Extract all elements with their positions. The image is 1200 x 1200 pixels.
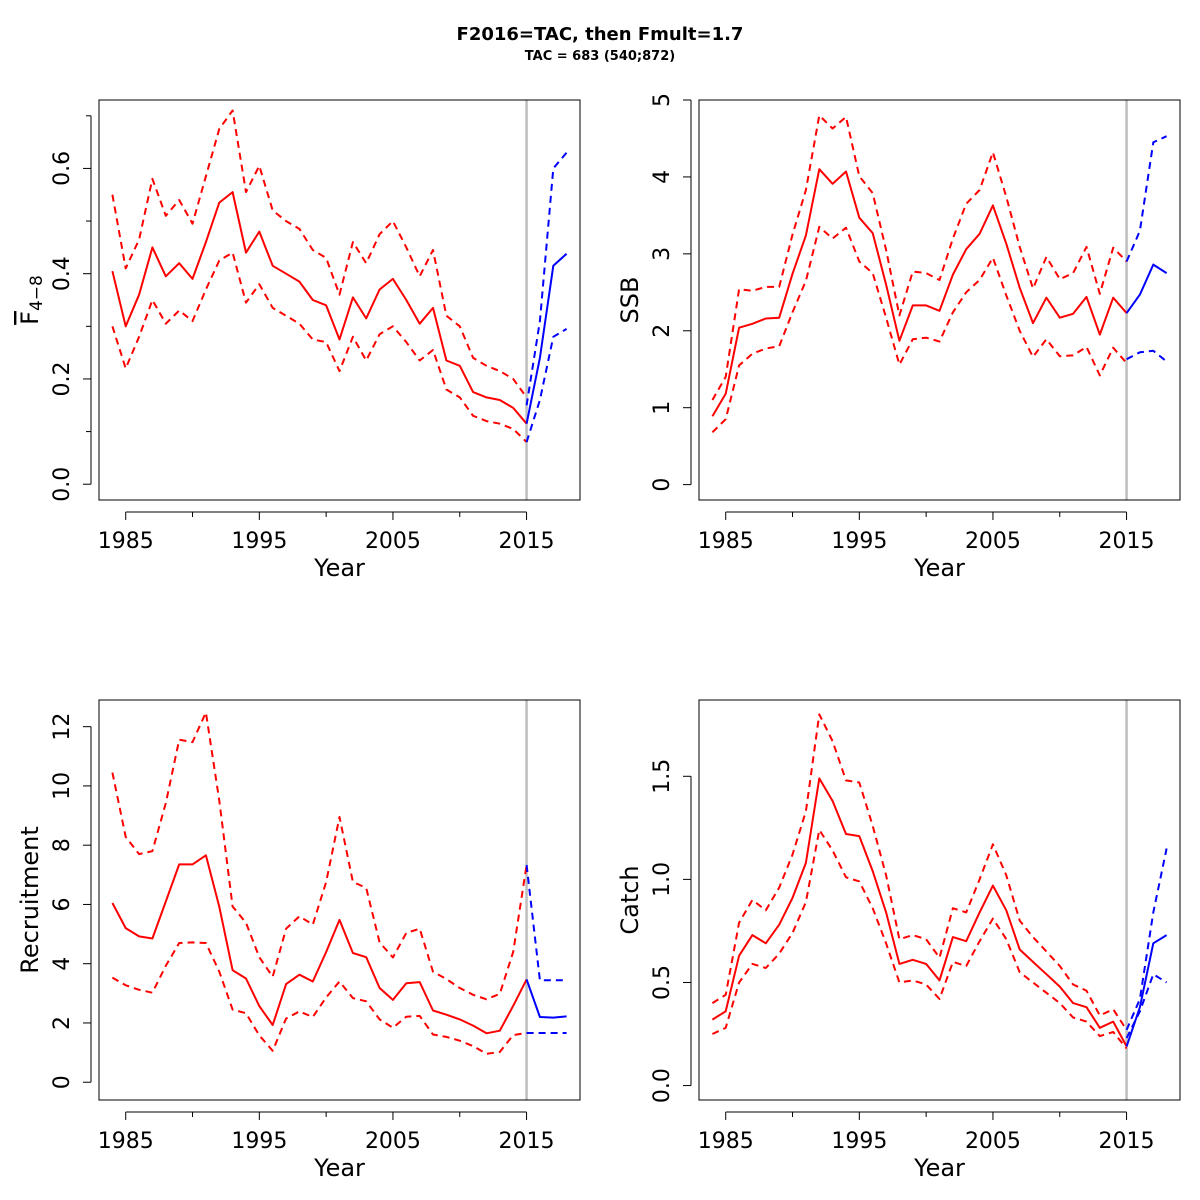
x-tick-label: 1995	[831, 529, 887, 554]
forecast-upper-ci-line	[525, 864, 567, 982]
forecast-estimate-line	[1125, 263, 1168, 314]
x-tick-label: 1995	[231, 1129, 287, 1154]
x-tick-label: 1985	[698, 529, 754, 554]
y-tick-label: 3	[650, 247, 675, 261]
historic-estimate-line	[111, 191, 528, 425]
x-tick-label: 2005	[365, 1129, 421, 1154]
y-axis-label-main: F	[16, 311, 44, 325]
x-tick-label: 1985	[98, 529, 154, 554]
y-tick-label: 0	[50, 1075, 75, 1089]
forecast-upper-ci-line	[1125, 848, 1168, 1031]
ssb-panel: 1985 1995 2005 2015 Year 0 1 2 3 4 5 SSB	[616, 93, 1181, 582]
y-axis-label: F4−8	[16, 275, 47, 325]
plot-frame	[98, 99, 581, 501]
y-tick-label: 1.5	[650, 759, 675, 794]
x-tick-label: 1985	[98, 1129, 154, 1154]
y-axis-label-subscript: 4−8	[27, 275, 47, 311]
x-axis-label: Year	[313, 1154, 365, 1182]
x-tick-label: 2015	[499, 1129, 555, 1154]
y-tick-label: 4	[50, 957, 75, 971]
historic-estimate-line	[711, 168, 1128, 417]
y-tick-label: 6	[50, 897, 75, 911]
y-tick-label: 1	[650, 401, 675, 415]
plot-frame	[698, 99, 1181, 501]
x-tick-label: 1985	[698, 1129, 754, 1154]
y-tick-label: 0.4	[50, 256, 75, 291]
x-tick-label: 2005	[965, 1129, 1021, 1154]
x-tick-label: 2015	[499, 529, 555, 554]
y-tick-label: 2	[50, 1016, 75, 1030]
x-tick-label: 2005	[365, 529, 421, 554]
y-tick-label: 0.2	[50, 361, 75, 396]
y-axis-label: Catch	[616, 865, 644, 934]
figure-subtitle: TAC = 683 (540;872)	[525, 49, 675, 64]
x-tick-label: 1995	[831, 1129, 887, 1154]
plot-frame	[98, 699, 581, 1101]
y-tick-label: 0.5	[650, 965, 675, 1000]
x-axis-label: Year	[913, 554, 965, 582]
y-tick-label: 8	[50, 838, 75, 852]
y-tick-label: 2	[650, 324, 675, 338]
historic-upper-ci-line	[111, 109, 528, 398]
figure-title: F2016=TAC, then Fmult=1.7	[457, 24, 744, 45]
y-tick-label: 0	[650, 478, 675, 492]
x-axis-label: Year	[913, 1154, 965, 1182]
forecast-estimate-line	[1125, 934, 1168, 1047]
y-axis-label: Recruitment	[16, 826, 44, 973]
historic-lower-ci-line	[711, 225, 1128, 434]
y-tick-label: 0.6	[50, 151, 75, 186]
historic-estimate-line	[111, 854, 528, 1035]
historic-lower-ci-line	[111, 941, 527, 1055]
forecast-upper-ci-line	[525, 151, 568, 406]
y-axis-label: SSB	[616, 277, 644, 324]
y-tick-label: 0.0	[50, 467, 75, 502]
f-panel: 1985 1995 2005 2015 Year 0.0 0.2 0.4 0.6 F4−8	[16, 99, 581, 582]
catch-panel: 1985 1995 2005 2015 Year 0.0 0.5 1.0 1.5 Catch	[616, 699, 1181, 1182]
x-tick-label: 2005	[965, 529, 1021, 554]
historic-lower-ci-line	[711, 828, 1128, 1050]
x-tick-label: 2015	[1099, 529, 1155, 554]
y-tick-label: 12	[50, 713, 75, 741]
historic-upper-ci-line	[711, 114, 1128, 401]
forecast-lower-ci-line	[1126, 349, 1168, 363]
panels-group: 1985 1995 2005 2015Year0.00.20.40.6F4−81985…	[16, 93, 1181, 1182]
x-tick-label: 2015	[1099, 1129, 1155, 1154]
y-tick-label: 1.0	[650, 862, 675, 897]
recruitment-panel: 1985 1995 2005 2015 Year 0 2 4 6 8 10 12 Recruitment	[16, 699, 581, 1182]
y-tick-label: 0.0	[650, 1068, 675, 1103]
historic-upper-ci-line	[111, 711, 528, 1001]
forecast-upper-ci-line	[1125, 135, 1168, 262]
x-tick-label: 1995	[231, 529, 287, 554]
historic-estimate-line	[711, 777, 1128, 1047]
x-axis-label: Year	[313, 554, 365, 582]
historic-upper-ci-line	[711, 713, 1128, 1031]
historic-lower-ci-line	[111, 251, 528, 443]
forecast-estimate-line	[525, 252, 568, 424]
forecast-estimate-line	[525, 979, 567, 1019]
y-tick-label: 5	[650, 93, 675, 107]
plot-frame	[698, 699, 1181, 1101]
y-tick-label: 4	[650, 170, 675, 184]
forecast-lower-ci-line	[525, 328, 568, 443]
y-tick-label: 10	[50, 772, 75, 800]
